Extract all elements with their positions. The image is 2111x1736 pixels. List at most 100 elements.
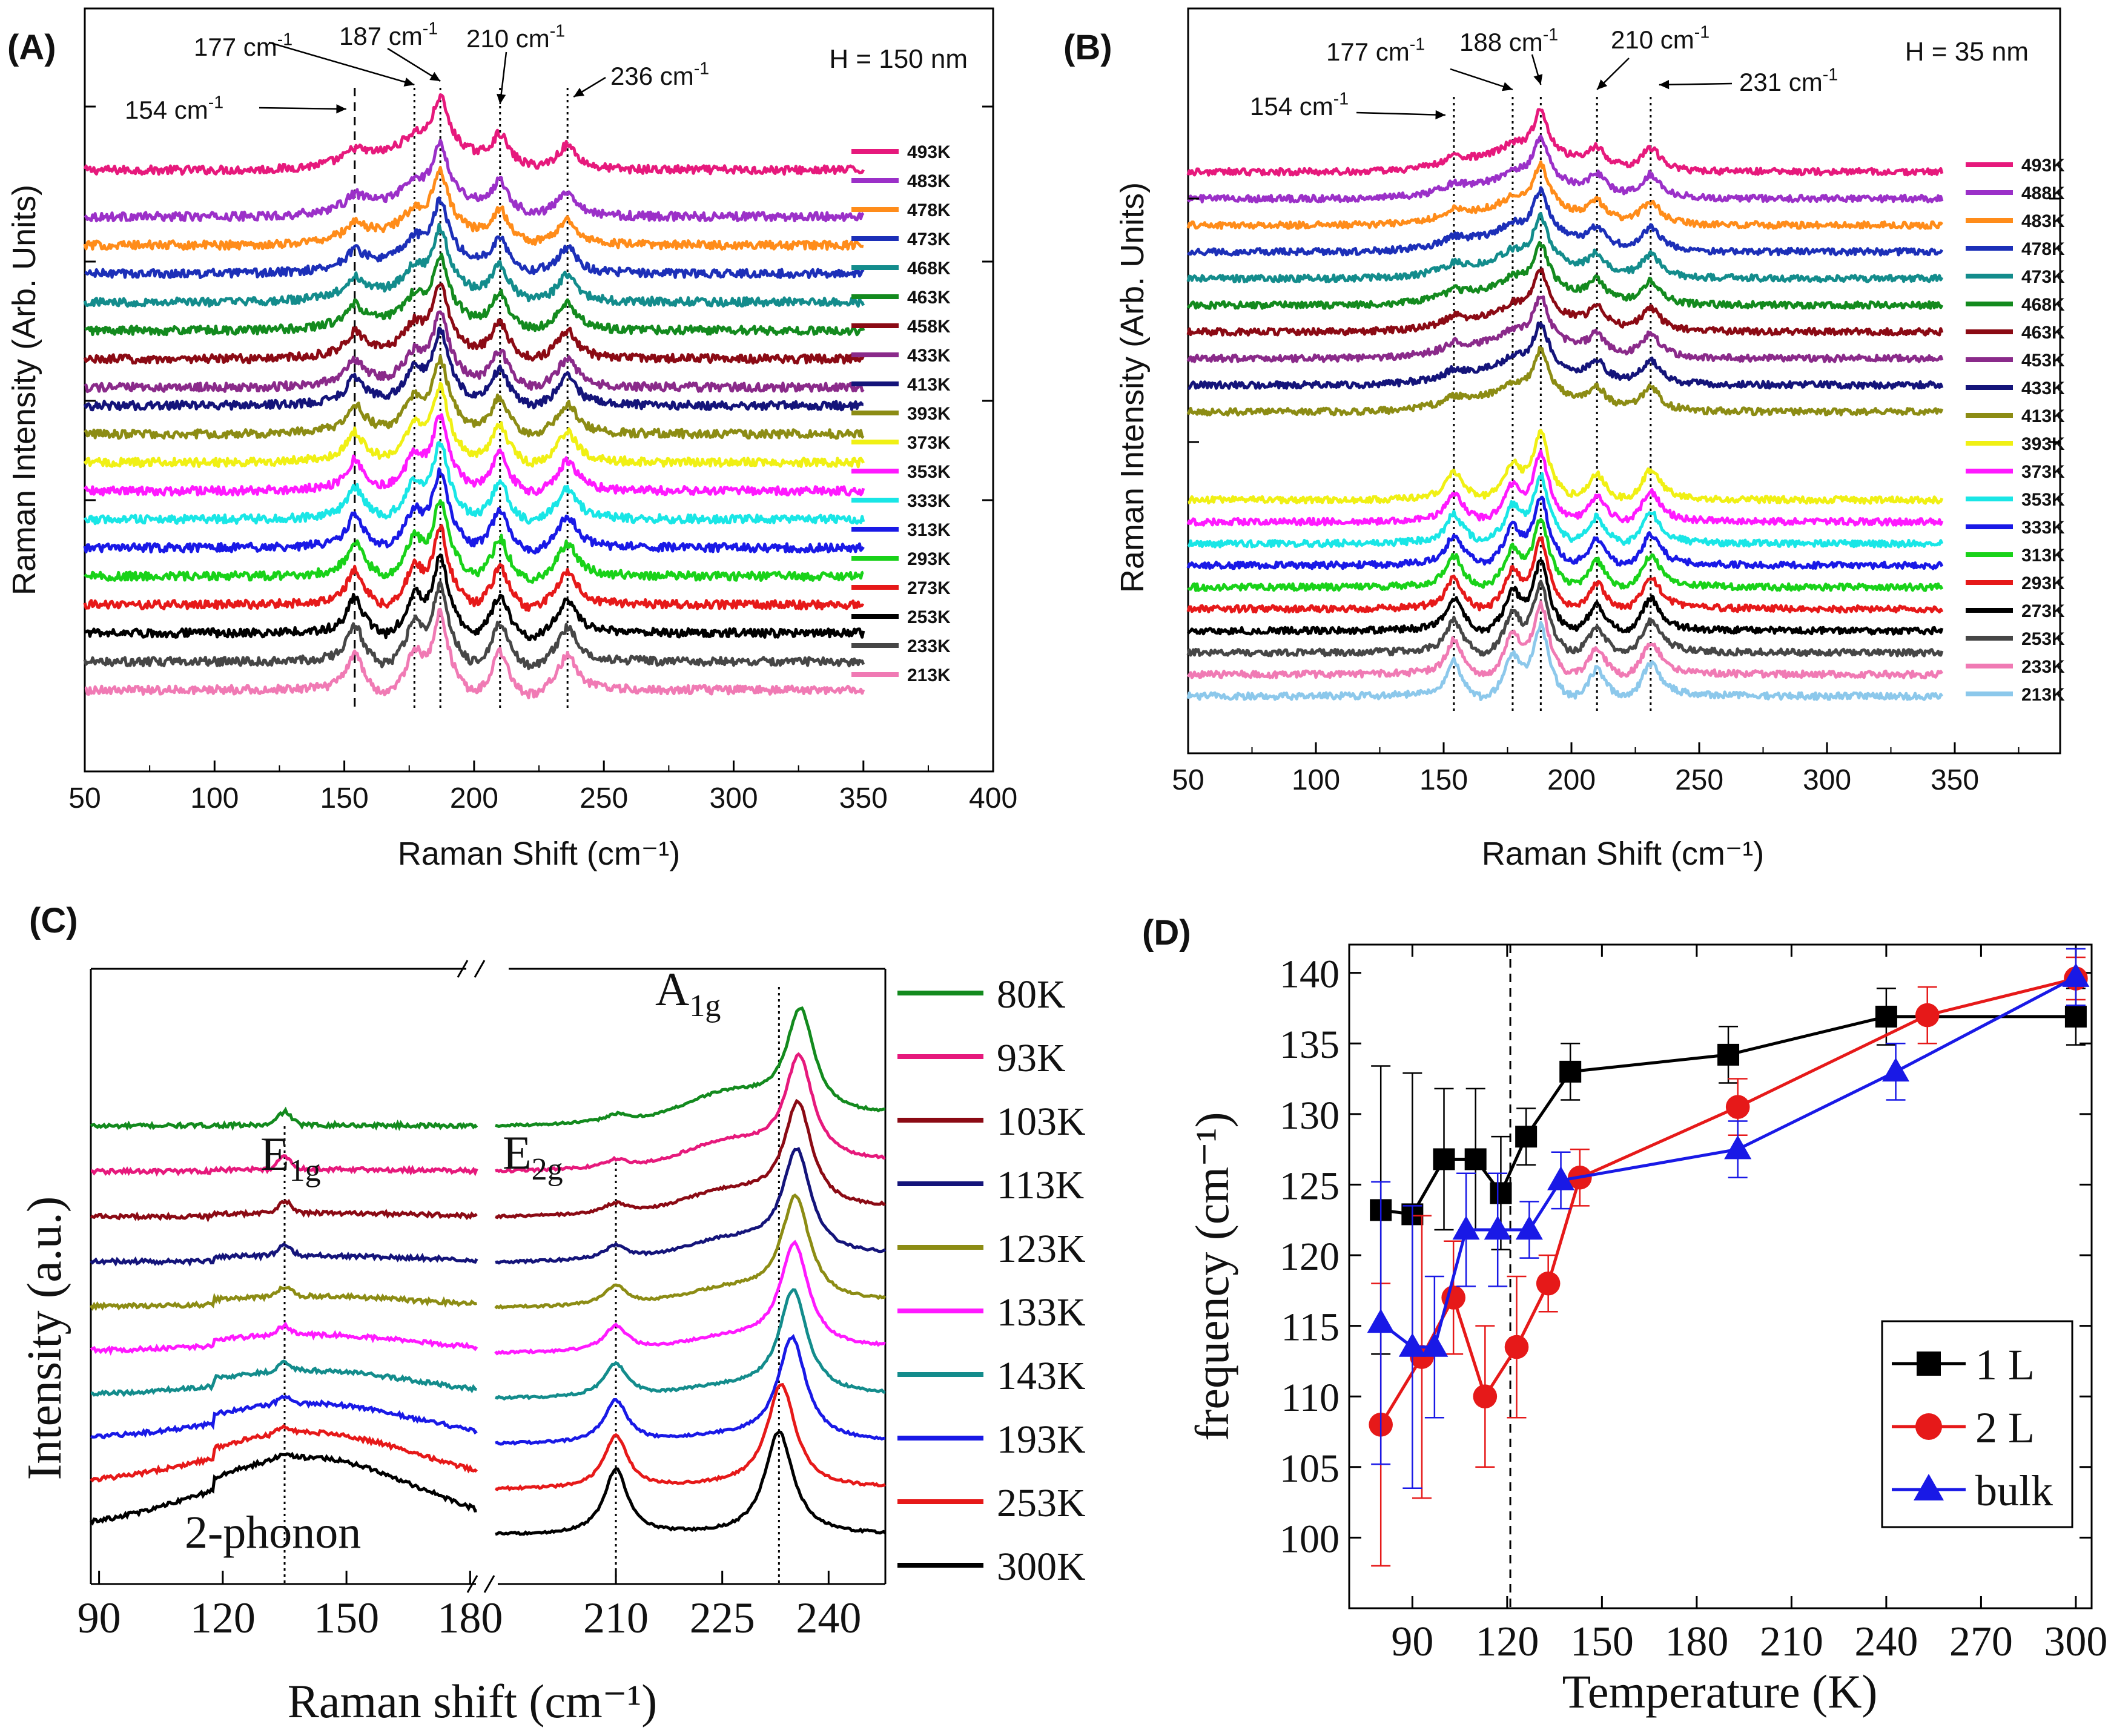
panel-b-label: (B) <box>1063 28 1112 67</box>
panel-b-condition: H = 35 nm <box>1905 37 2029 67</box>
data-point-bulk <box>1515 1215 1543 1240</box>
series-line-2 L <box>1379 977 2076 1426</box>
y-tick-label-105: 105 <box>1280 1447 1340 1491</box>
spectrum-458K <box>83 282 865 365</box>
peak-arrow-154 <box>259 107 346 110</box>
spectrum-300K-low <box>89 1451 477 1526</box>
peak-label-231: 231 cm-1 <box>1739 65 1838 96</box>
spectrum-253K-low <box>90 1424 478 1483</box>
spectrum-253K <box>1186 579 1944 658</box>
legend-label-373K: 373K <box>2021 462 2065 482</box>
peak-label-210: 210 cm-1 <box>1611 22 1710 54</box>
spectrum-233K <box>1186 600 1944 679</box>
spectrum-483K <box>1186 160 1944 230</box>
panel-c-legend: 80K 93K 103K 113K 123K 133K 143K 193K 253K 300K <box>897 972 1086 1589</box>
spectrum-213K <box>84 607 865 699</box>
data-point-1 L <box>1464 1148 1487 1170</box>
legend-label-478K: 478K <box>907 200 951 220</box>
y-tick-label-100: 100 <box>1280 1517 1340 1561</box>
mode-label-sub: 2g <box>532 1152 563 1187</box>
spectrum-463K <box>1186 267 1944 337</box>
peak-arrowhead-236 <box>573 87 585 97</box>
legend-label-458K: 458K <box>907 317 951 337</box>
spectrum-123K-high <box>494 1193 887 1310</box>
legend-label-300K: 300K <box>997 1545 1086 1589</box>
legend-label-453K: 453K <box>2021 351 2065 371</box>
y-tick-label-125: 125 <box>1280 1164 1340 1208</box>
data-point-bulk <box>1452 1215 1480 1240</box>
series-line-1 L <box>1380 1015 2076 1216</box>
spectrum-143K-low <box>90 1359 477 1398</box>
legend-label-293K: 293K <box>907 549 951 569</box>
spectrum-143K-high <box>495 1288 886 1401</box>
spectrum-253K <box>84 553 865 641</box>
mode-label-sub: 1g <box>689 989 721 1023</box>
legend-label-113K: 113K <box>997 1163 1084 1207</box>
x-tick-label-210: 210 <box>583 1594 649 1642</box>
x-tick-label-150: 150 <box>320 782 369 814</box>
spectrum-293K <box>1186 536 1944 614</box>
peak-label-154: 154 cm-1 <box>1250 89 1349 120</box>
peak-label-187: 187 cm-1 <box>339 19 438 50</box>
legend-label-483K: 483K <box>2021 211 2065 231</box>
data-point-bulk <box>1421 1333 1449 1357</box>
legend-label-413K: 413K <box>2021 406 2065 426</box>
legend-label-373K: 373K <box>907 433 951 453</box>
data-point-1 L <box>2064 1005 2087 1028</box>
legend-label-2 L: 2 L <box>1975 1404 2035 1452</box>
spectrum-113K-high <box>495 1147 887 1265</box>
panel-a-x-ticks: 50 100 150 200 250 300 350 400 <box>68 105 1017 814</box>
peak-arrow-154 <box>1356 111 1445 116</box>
peak-label-236: 236 cm-1 <box>610 59 709 90</box>
legend-label-433K: 433K <box>907 346 951 366</box>
mode-label-E2g: E2g <box>503 1126 563 1187</box>
spectrum-80K-high <box>495 1006 886 1129</box>
x-tick-label-210: 210 <box>1760 1619 1823 1665</box>
legend-marker-2 L <box>1915 1413 1942 1440</box>
spectrum-468K <box>1186 240 1944 310</box>
x-tick-label-150: 150 <box>314 1594 379 1642</box>
panel-d-data <box>1367 948 2090 1567</box>
panel-c-peak-lines <box>283 987 780 1584</box>
mode-label-main: A <box>655 963 689 1015</box>
spectrum-478K <box>83 165 864 251</box>
legend-label-213K: 213K <box>907 665 951 685</box>
x-tick-label-100: 100 <box>190 782 239 814</box>
peak-arrow-177 <box>268 41 415 86</box>
peak-arrow-177 <box>1450 68 1513 91</box>
mode-label-main: E <box>503 1126 532 1179</box>
spectrum-213K <box>1186 621 1944 701</box>
spectrum-453K <box>1186 295 1944 363</box>
data-point-2 L <box>1725 1095 1750 1119</box>
legend-label-473K: 473K <box>907 229 951 249</box>
y-tick-label-140: 140 <box>1280 952 1340 997</box>
legend-label-393K: 393K <box>2021 434 2065 454</box>
legend-label-253K: 253K <box>907 607 951 627</box>
spectrum-103K-low <box>90 1198 478 1223</box>
x-tick-label-250: 250 <box>1675 764 1723 796</box>
legend-label-213K: 213K <box>2021 685 2065 705</box>
spectrum-133K-low <box>90 1321 478 1356</box>
spectrum-433K <box>84 310 865 394</box>
legend-label-488K: 488K <box>2021 183 2065 203</box>
legend-label-103K: 103K <box>997 1100 1086 1144</box>
legend-marker-bulk <box>1914 1474 1944 1500</box>
spectrum-113K-low <box>90 1242 478 1267</box>
legend-label-413K: 413K <box>907 375 951 395</box>
annotation-2-phonon: 2-phonon <box>185 1507 361 1558</box>
mode-label-main: E <box>260 1127 289 1180</box>
legend-marker-1 L <box>1917 1352 1941 1376</box>
spectrum-463K <box>84 252 865 337</box>
data-point-bulk <box>1484 1215 1511 1240</box>
panel-a-condition: H = 150 nm <box>829 44 968 74</box>
spectrum-123K-low <box>89 1285 478 1312</box>
data-point-2 L <box>1536 1271 1561 1296</box>
legend-label-463K: 463K <box>907 288 951 308</box>
data-point-bulk <box>1547 1166 1575 1190</box>
x-tick-label-270: 270 <box>1949 1619 2013 1665</box>
axis-break-mark <box>466 1575 478 1593</box>
data-point-1 L <box>1490 1182 1512 1204</box>
legend-label-233K: 233K <box>2021 657 2065 677</box>
panel-b-peak-labels: 154 cm-1 177 cm-1 188 cm-1 210 cm-1 231 cm-1 <box>1250 22 1838 120</box>
panel-b-x-ticks: 50 100 150 200 250 300 350 <box>1172 197 2060 796</box>
